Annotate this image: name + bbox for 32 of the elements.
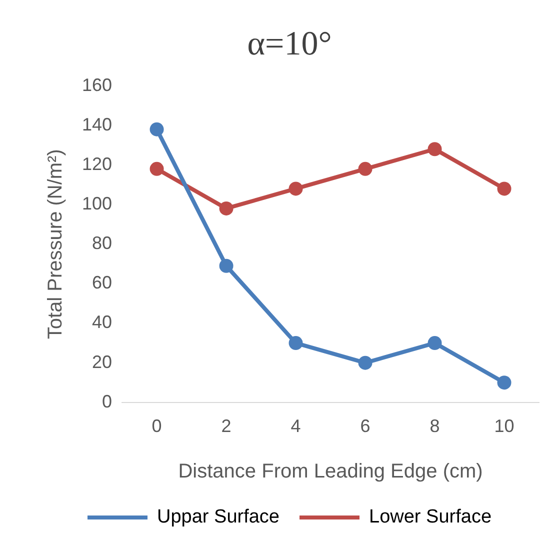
x-tick-label: 10: [494, 416, 514, 436]
y-tick-label: 20: [92, 352, 112, 372]
point: [497, 376, 512, 390]
legend-label: Uppar Surface: [156, 506, 280, 528]
y-tick-label: 40: [92, 312, 112, 332]
point: [497, 182, 512, 196]
point: [358, 356, 372, 370]
point: [150, 122, 164, 136]
point: [428, 142, 442, 156]
point: [219, 258, 234, 273]
x-tick-label: 4: [290, 416, 301, 436]
y-tick-label: 160: [82, 74, 112, 95]
x-tick-label: 0: [152, 416, 162, 436]
y-tick-label: 120: [82, 154, 112, 174]
point: [288, 182, 303, 196]
point: [288, 336, 303, 350]
x-tick-label: 2: [221, 416, 232, 436]
legend-label: Lower Surface: [369, 506, 492, 528]
x-tick-label: 6: [360, 416, 370, 436]
point: [150, 162, 164, 176]
y-tick-label: 100: [82, 193, 112, 214]
y-axis-title: Total Pressure (N/m²): [44, 149, 67, 340]
y-tick-label: 60: [92, 272, 112, 293]
y-tick-label: 80: [92, 233, 112, 254]
point: [428, 336, 442, 350]
x-tick-label: 8: [430, 416, 440, 436]
x-axis-title: Distance From Leading Edge (cm): [178, 460, 483, 483]
point: [219, 201, 234, 216]
chart-title: α=10°: [247, 25, 332, 62]
y-tick-label: 0: [102, 391, 112, 412]
point: [358, 162, 372, 176]
y-tick-label: 140: [82, 114, 112, 134]
